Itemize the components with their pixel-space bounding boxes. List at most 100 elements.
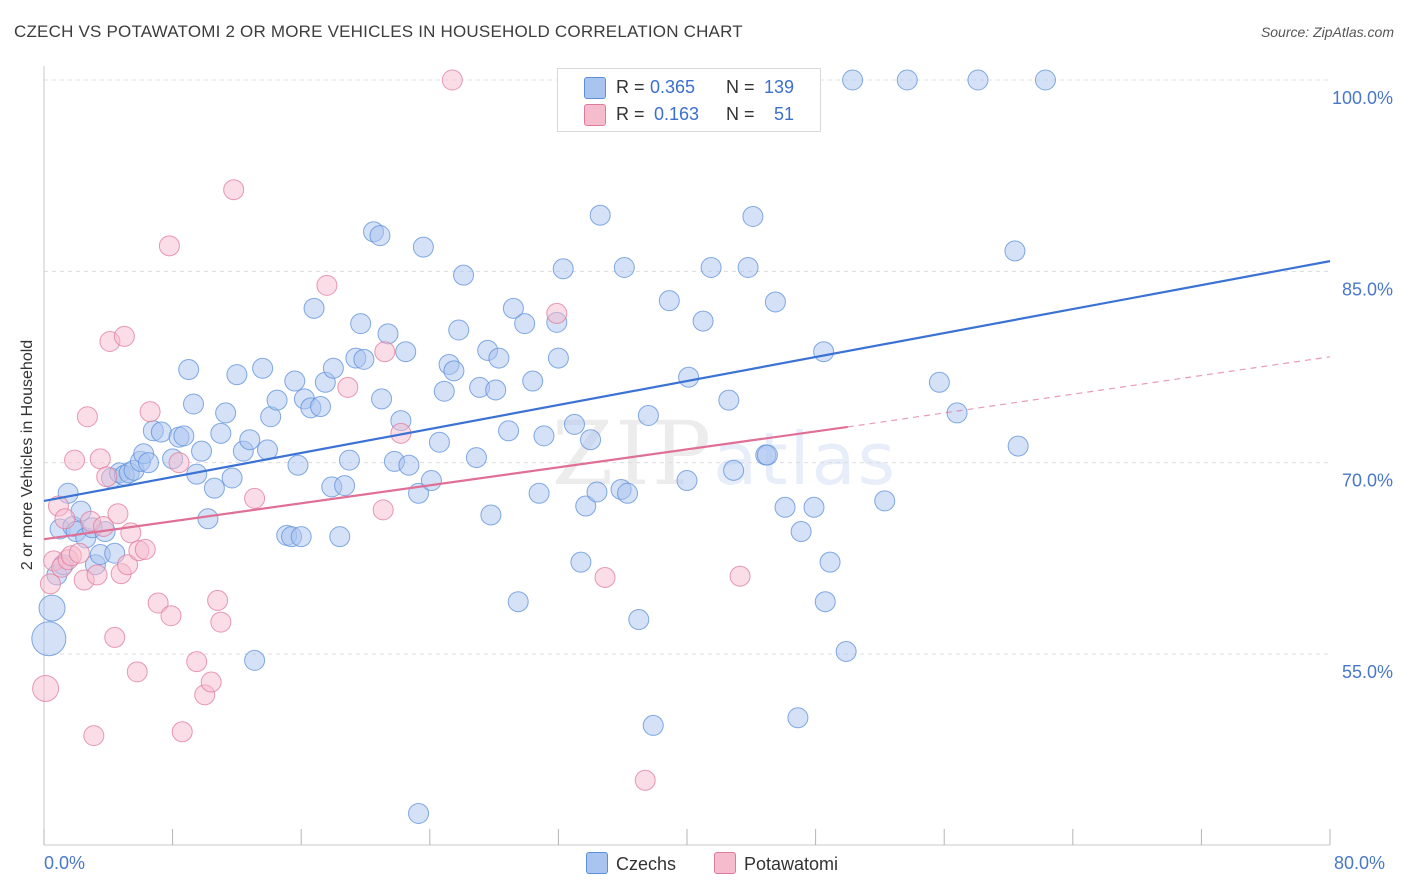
legend-swatch-czechs: [586, 852, 608, 874]
data-point: [139, 401, 161, 423]
data-point: [134, 538, 156, 560]
data-point: [89, 448, 111, 470]
data-point: [628, 609, 650, 631]
data-point: [374, 341, 396, 363]
legend-item-potawatomi: Potawatomi: [714, 852, 838, 875]
data-point: [896, 69, 918, 91]
data-point: [676, 470, 698, 492]
data-point: [443, 360, 465, 382]
data-point: [946, 402, 968, 424]
data-point: [737, 257, 759, 279]
data-point: [96, 466, 118, 488]
data-point: [353, 348, 375, 370]
data-point: [395, 341, 417, 363]
stats-legend: R = 0.365 N = 139 R = 0.163 N = 51: [557, 68, 821, 132]
y-tick-label: 70.0%: [1342, 471, 1393, 491]
data-point: [244, 649, 266, 671]
data-point: [617, 482, 639, 504]
data-point: [441, 69, 463, 91]
data-point: [637, 404, 659, 426]
watermark-atlas: atlas: [713, 417, 898, 501]
data-point: [678, 366, 700, 388]
data-point: [266, 389, 288, 411]
y-tick-label: 85.0%: [1342, 279, 1393, 299]
data-point: [586, 481, 608, 503]
data-point: [309, 396, 331, 418]
data-point: [221, 467, 243, 489]
y-tick-label: 100.0%: [1332, 88, 1393, 108]
y-tick-label: 55.0%: [1342, 662, 1393, 682]
x-tick-max: 80.0%: [1334, 853, 1386, 873]
data-point: [290, 526, 312, 548]
trend-line-potawatomi-extension: [847, 356, 1331, 428]
data-point: [729, 565, 751, 587]
data-point: [203, 477, 225, 499]
data-point: [200, 671, 222, 693]
data-point: [31, 621, 67, 657]
data-point: [465, 447, 487, 469]
data-point: [337, 376, 359, 398]
data-point: [498, 420, 520, 442]
data-point: [928, 371, 950, 393]
data-point: [642, 714, 664, 736]
data-point: [756, 444, 778, 466]
data-point: [329, 526, 351, 548]
data-point: [252, 357, 274, 379]
data-point: [774, 496, 796, 518]
data-point: [967, 69, 989, 91]
data-point: [68, 542, 90, 564]
trend-lines: [43, 260, 1331, 541]
data-point: [147, 592, 169, 614]
data-point: [718, 389, 740, 411]
data-point: [742, 205, 764, 227]
data-point: [546, 302, 568, 324]
data-point: [150, 421, 172, 443]
data-point: [54, 508, 76, 530]
data-point: [700, 257, 722, 279]
data-point: [137, 452, 159, 474]
data-point: [117, 554, 139, 576]
x-tick-min: 0.0%: [44, 853, 86, 873]
data-point: [168, 452, 190, 474]
trend-line-potawatomi: [43, 425, 848, 541]
data-point: [502, 297, 524, 319]
data-point: [764, 291, 786, 313]
data-point: [239, 429, 261, 451]
data-point: [372, 499, 394, 521]
data-point: [428, 431, 450, 453]
data-point: [398, 454, 420, 476]
legend-r-potawatomi: 0.163: [654, 104, 700, 124]
data-point: [1034, 69, 1056, 91]
data-point: [723, 459, 745, 481]
legend-n-czechs: 139: [764, 77, 795, 97]
data-point: [575, 495, 597, 517]
data-point: [64, 449, 86, 471]
data-point: [1007, 435, 1029, 457]
data-point: [420, 470, 442, 492]
data-point: [480, 504, 502, 526]
data-point: [316, 274, 338, 296]
legend-r-label: R =: [616, 104, 645, 124]
data-point: [433, 380, 455, 402]
legend-n-label: N =: [726, 77, 755, 97]
data-point: [552, 258, 574, 280]
data-point: [528, 482, 550, 504]
data-point: [819, 551, 841, 573]
series-czechs: [31, 69, 1056, 824]
data-point: [197, 508, 219, 530]
data-point: [514, 313, 536, 335]
data-point: [485, 379, 507, 401]
data-point: [814, 591, 836, 613]
data-point: [86, 564, 108, 586]
data-point: [284, 370, 306, 392]
data-point: [803, 496, 825, 518]
data-point: [813, 341, 835, 363]
data-point: [338, 449, 360, 471]
data-point: [350, 313, 372, 335]
data-point: [210, 611, 232, 633]
data-point: [191, 440, 213, 462]
data-point: [613, 257, 635, 279]
data-point: [563, 413, 585, 435]
data-point: [874, 490, 896, 512]
